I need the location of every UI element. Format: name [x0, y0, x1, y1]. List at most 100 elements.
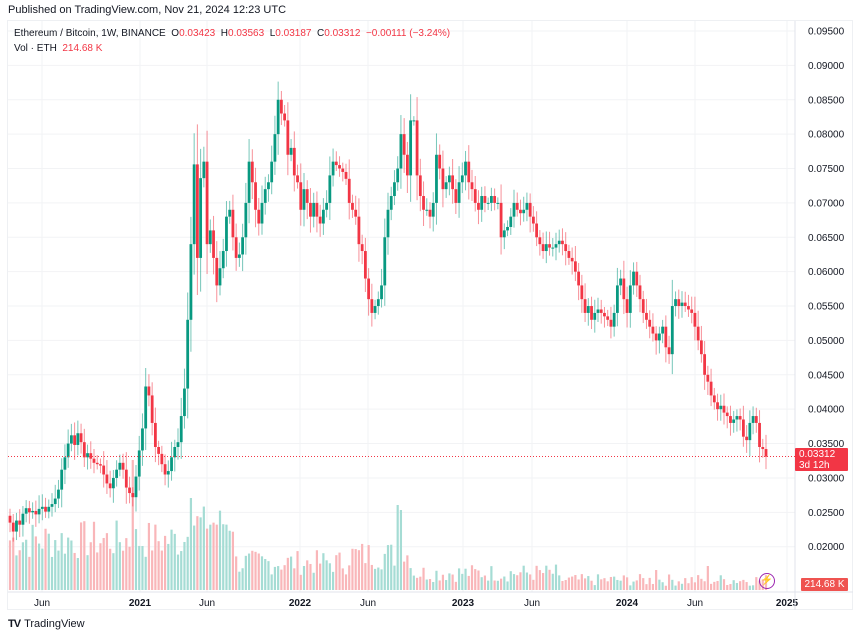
candle-body	[422, 196, 425, 210]
volume-bar	[293, 568, 296, 590]
volume-bar	[47, 533, 50, 590]
candle-body	[625, 299, 629, 313]
volume-bar	[247, 553, 251, 590]
candle-body	[192, 164, 196, 245]
candle-body	[567, 251, 571, 258]
candle-body	[564, 244, 568, 252]
volume-bar	[700, 578, 703, 590]
lightning-icon[interactable]: ⚡	[759, 573, 775, 589]
volume-bar	[209, 524, 212, 590]
candle-body	[409, 120, 413, 176]
candle-body	[254, 182, 257, 210]
volume-bar	[709, 583, 713, 590]
candle-body	[677, 299, 681, 307]
volume-bar	[409, 568, 412, 590]
volume-bar	[319, 563, 322, 590]
candle-body	[586, 306, 590, 313]
volume-bar	[225, 524, 228, 590]
candle-body	[573, 261, 577, 272]
candle-body	[244, 202, 248, 238]
volume-bar	[12, 537, 15, 590]
candle-body	[173, 446, 177, 458]
y-axis-label: 0.05000	[808, 336, 845, 347]
candle-body	[186, 319, 190, 389]
volume-bar	[386, 545, 390, 590]
candle-body	[716, 402, 719, 410]
volume-bar	[554, 564, 558, 590]
chart-legend: Ethereum / Bitcoin, 1W, BINANCE O0.03423…	[14, 26, 450, 56]
candle-body	[703, 354, 707, 375]
volume-bar	[299, 574, 302, 590]
candle-body	[82, 442, 86, 458]
y-axis-label: 0.08500	[808, 95, 845, 106]
candle-body	[735, 416, 739, 420]
candle-body	[635, 271, 639, 286]
y-axis-label: 0.09000	[808, 61, 845, 72]
candle-body	[8, 515, 12, 523]
candle-body	[221, 251, 225, 269]
volume-bar	[121, 550, 125, 590]
candle-body	[509, 216, 513, 227]
volume-bar	[41, 548, 44, 590]
candle-body	[66, 443, 70, 458]
volume-bar	[467, 575, 470, 590]
volume-bar	[480, 577, 483, 590]
candle-body	[357, 216, 361, 245]
volume-bar	[99, 543, 102, 590]
volume-bar	[306, 560, 309, 590]
volume-bar	[44, 528, 47, 590]
y-axis-label: 0.08000	[808, 130, 845, 141]
candle-body	[279, 99, 283, 114]
volume-bar	[86, 555, 89, 590]
candle-body	[405, 154, 409, 176]
candle-body	[86, 453, 89, 458]
volume-bar	[189, 498, 193, 590]
candle-body	[460, 175, 464, 183]
volume-bar	[642, 578, 645, 590]
x-axis-label: Jun	[199, 598, 215, 609]
x-axis-label: Jun	[524, 598, 540, 609]
volume-bar	[503, 576, 506, 590]
volume-label[interactable]: Vol · ETH	[14, 43, 57, 54]
volume-bar	[671, 579, 674, 590]
volume-bar	[506, 581, 509, 590]
candle-body	[741, 419, 745, 437]
candle-body	[745, 436, 749, 441]
volume-bar	[600, 579, 603, 590]
candle-body	[286, 120, 290, 155]
volume-bar	[454, 581, 457, 590]
volume-bar	[331, 571, 335, 590]
y-axis-label: 0.06000	[808, 267, 845, 278]
volume-bar	[519, 572, 522, 590]
candle-body	[709, 381, 713, 396]
brand-name: TradingView	[24, 618, 85, 630]
volume-bar	[115, 520, 118, 590]
volume-bar	[693, 582, 697, 590]
high-label: H	[220, 28, 229, 39]
candle-body	[250, 161, 254, 183]
volume-bar	[37, 543, 41, 590]
symbol-title[interactable]: Ethereum / Bitcoin, 1W, BINANCE	[14, 28, 166, 39]
candle-body	[344, 171, 348, 179]
volume-bar	[451, 574, 454, 590]
candle-body	[44, 506, 47, 512]
volume-bar	[28, 556, 31, 590]
volume-bar	[160, 550, 163, 590]
volume-bar	[83, 521, 86, 590]
volume-bar	[606, 581, 609, 590]
volume-bar	[131, 460, 134, 590]
candle-body	[441, 168, 445, 190]
volume-bar	[532, 579, 535, 590]
volume-value: 214.68 K	[62, 43, 103, 54]
candle-body	[654, 333, 658, 341]
volume-bar	[280, 569, 283, 590]
candle-body	[111, 477, 115, 489]
candle-body	[183, 388, 186, 417]
volume-bar	[15, 555, 18, 590]
volume-bar	[193, 525, 196, 590]
candle-body	[693, 312, 697, 327]
volume-bar	[748, 585, 751, 590]
candle-body	[418, 175, 422, 197]
close-value: 0.03312	[324, 28, 361, 39]
